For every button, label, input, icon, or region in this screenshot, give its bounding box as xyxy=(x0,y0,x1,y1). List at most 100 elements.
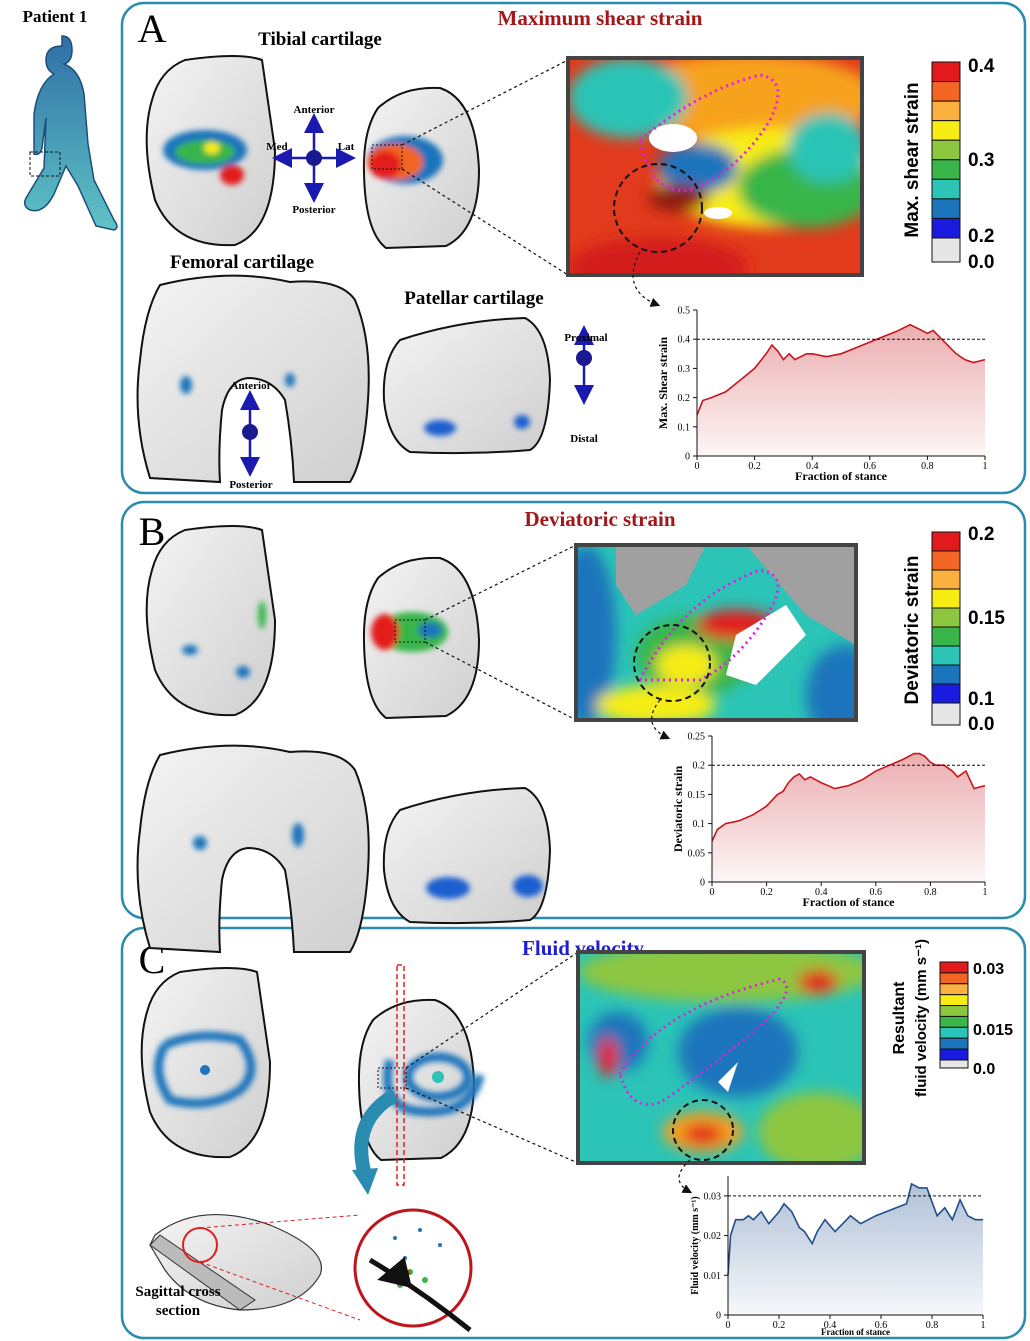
colorbar-label: 0.3 xyxy=(968,150,994,171)
y-tick-label: 0.2 xyxy=(678,393,691,404)
y-axis-label: Fluid velocity (mm s⁻¹) xyxy=(690,1196,701,1295)
panel-title: Maximum shear strain xyxy=(498,6,703,30)
anatomy-label: Tibial cartilage xyxy=(258,29,382,50)
colorbar-swatch xyxy=(940,1038,968,1049)
y-tick-label: 0.15 xyxy=(688,790,706,801)
colorbar-label: 0.15 xyxy=(968,608,1005,629)
colorbar-label: 0.015 xyxy=(973,1022,1013,1039)
colorbar-title: fluid velocity (mm s⁻¹) xyxy=(913,939,930,1097)
x-axis-label: Fraction of stance xyxy=(803,895,896,909)
x-axis-label: Fraction of stance xyxy=(795,469,888,483)
colorbar-swatch xyxy=(932,140,960,160)
x-tick-label: 0.8 xyxy=(924,887,937,898)
x-tick-label: 0.8 xyxy=(921,461,934,472)
y-tick-label: 0.5 xyxy=(678,306,691,317)
patient-label: Patient 1 xyxy=(23,7,88,26)
colorbar-label: 0.4 xyxy=(968,56,995,77)
colorbar-swatch xyxy=(940,1016,968,1027)
y-tick-label: 0.02 xyxy=(704,1231,722,1242)
colorbar-swatch xyxy=(932,101,960,121)
colorbar-swatch xyxy=(940,1060,968,1068)
anatomy-label: Patellar cartilage xyxy=(404,288,543,309)
patient-silhouette xyxy=(25,36,117,230)
zoom-c xyxy=(578,942,878,1192)
colorbar-title: Deviatoric strain xyxy=(902,556,923,705)
direction-label: Proximal xyxy=(564,332,607,344)
x-tick-label: 1 xyxy=(983,887,988,898)
y-tick-label: 0 xyxy=(685,452,690,463)
y-axis-label: Max. Shear strain xyxy=(656,337,670,429)
panel-title: Deviatoric strain xyxy=(524,507,675,531)
x-axis-label: Fraction of stance xyxy=(821,1327,890,1337)
colorbar-label: 0.0 xyxy=(968,252,994,273)
colorbar-swatch xyxy=(932,62,960,82)
x-tick-label: 0.2 xyxy=(748,461,761,472)
y-tick-label: 0.4 xyxy=(678,335,691,346)
y-tick-label: 0 xyxy=(700,878,705,889)
area xyxy=(697,325,985,456)
colorbar-swatch xyxy=(932,608,960,627)
direction-label: Lat xyxy=(338,141,355,153)
colorbar-swatch xyxy=(932,218,960,238)
x-tick-label: 0.8 xyxy=(926,1320,939,1331)
colorbar-swatch xyxy=(940,1027,968,1038)
area xyxy=(712,754,985,882)
colorbar-label: 0.0 xyxy=(973,1061,995,1078)
colorbar-swatch xyxy=(932,551,960,570)
colorbar-swatch xyxy=(940,1049,968,1060)
colorbar-swatch xyxy=(932,703,960,725)
x-tick-label: 0.2 xyxy=(760,887,773,898)
colorbar-label: 0.2 xyxy=(968,226,994,247)
area xyxy=(728,1184,983,1315)
x-tick-label: 1 xyxy=(981,1320,986,1331)
y-tick-label: 0.1 xyxy=(678,422,691,433)
colorbar-label: 0.03 xyxy=(973,961,1004,978)
x-tick-label: 0 xyxy=(695,461,700,472)
y-tick-label: 0.05 xyxy=(688,848,706,859)
colorbar-swatch xyxy=(932,684,960,703)
colorbar-swatch xyxy=(940,995,968,1006)
section-label: section xyxy=(156,1303,201,1319)
y-tick-label: 0.03 xyxy=(704,1191,722,1202)
x-tick-label: 0.2 xyxy=(773,1320,786,1331)
colorbar-swatch xyxy=(932,665,960,684)
anatomy-b xyxy=(138,526,576,952)
anatomy-c xyxy=(142,952,578,1330)
colorbar-swatch xyxy=(932,179,960,199)
colorbar-swatch xyxy=(932,532,960,551)
colorbar-swatch xyxy=(932,570,960,589)
y-tick-label: 0.1 xyxy=(693,819,706,830)
colorbar-label: 0.0 xyxy=(968,714,994,735)
colorbar-swatch xyxy=(932,238,960,262)
direction-label: Anterior xyxy=(294,104,335,116)
colorbar-swatch xyxy=(940,1006,968,1017)
y-axis-label: Deviatoric strain xyxy=(671,766,685,853)
zoom-a xyxy=(568,53,878,305)
y-tick-label: 0.3 xyxy=(678,364,691,375)
y-tick-label: 0 xyxy=(716,1311,721,1322)
y-tick-label: 0.01 xyxy=(704,1271,722,1282)
colorbar-swatch xyxy=(940,973,968,984)
panel-letter: A xyxy=(138,6,167,51)
direction-label: Med xyxy=(266,141,287,153)
zoom-b xyxy=(556,545,886,745)
x-tick-label: 0 xyxy=(710,887,715,898)
x-tick-label: 1 xyxy=(983,461,988,472)
x-tick-label: 0 xyxy=(726,1320,731,1331)
anatomy-label: Femoral cartilage xyxy=(170,252,314,273)
section-label: Sagittal cross xyxy=(135,1284,220,1300)
direction-label: Posterior xyxy=(292,204,335,216)
colorbar-swatch xyxy=(940,984,968,995)
colorbar-swatch xyxy=(932,199,960,219)
direction-label: Anterior xyxy=(231,380,272,392)
y-tick-label: 0.2 xyxy=(693,761,706,772)
direction-label: Posterior xyxy=(229,479,272,491)
colorbar-title: Max. shear strain xyxy=(902,82,923,237)
colorbar-label: 0.1 xyxy=(968,689,995,710)
colorbar-title: Resultant xyxy=(891,981,908,1055)
colorbar-swatch xyxy=(932,121,960,141)
direction-label: Distal xyxy=(570,433,598,445)
colorbar-swatch xyxy=(932,627,960,646)
figure: Patient 1 A B C Maximum shear strain Dev… xyxy=(0,0,1030,1341)
